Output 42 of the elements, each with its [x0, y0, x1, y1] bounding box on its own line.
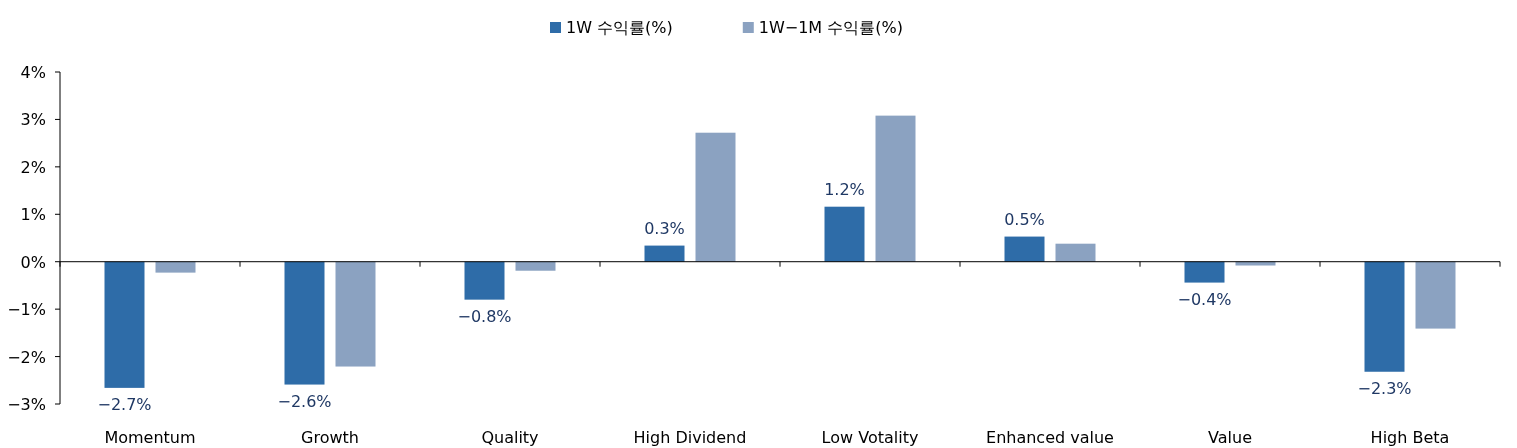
data-label: 0.3% — [644, 218, 685, 238]
bar — [155, 261, 196, 273]
data-label: −0.8% — [457, 306, 512, 326]
bar — [1055, 243, 1096, 262]
y-tick-label: 4% — [20, 63, 46, 82]
data-label: 0.5% — [1004, 209, 1045, 229]
bar — [1184, 261, 1225, 283]
x-tick-label: Momentum — [104, 428, 196, 447]
bar — [464, 261, 505, 300]
bar — [284, 261, 325, 385]
x-tick-label: Value — [1208, 428, 1252, 447]
legend-label: 1W−1M 수익률(%) — [758, 18, 903, 37]
bar — [644, 245, 685, 262]
data-label: 1.2% — [824, 179, 865, 199]
data-label: −2.3% — [1357, 378, 1412, 398]
y-tick-label: 3% — [20, 110, 46, 130]
y-tick-label: −3% — [7, 395, 46, 414]
bar — [1004, 236, 1045, 262]
bar — [1415, 261, 1456, 329]
bar — [695, 132, 736, 262]
bar — [824, 206, 865, 262]
y-tick-label: −2% — [7, 347, 46, 367]
bar — [335, 261, 376, 367]
bar — [515, 261, 556, 271]
y-tick-label: 0% — [20, 252, 46, 272]
legend-label: 1W 수익률(%) — [566, 18, 673, 37]
data-label: −2.6% — [277, 391, 332, 411]
data-label: −2.7% — [97, 394, 152, 414]
y-tick-label: −1% — [7, 300, 46, 320]
x-tick-label: High Beta — [1370, 428, 1450, 447]
x-tick-label: Growth — [301, 428, 359, 447]
y-tick-label: 2% — [20, 157, 46, 177]
bar — [1235, 261, 1276, 266]
x-tick-label: Quality — [481, 428, 539, 447]
bar — [1364, 261, 1405, 372]
bar — [104, 261, 145, 388]
x-tick-label: Low Votality — [821, 428, 919, 447]
y-tick-label: 1% — [20, 205, 46, 225]
x-tick-label: High Dividend — [633, 428, 747, 447]
x-tick-label: Enhanced value — [986, 428, 1114, 447]
data-label: −0.4% — [1177, 289, 1232, 309]
bar — [875, 115, 916, 262]
